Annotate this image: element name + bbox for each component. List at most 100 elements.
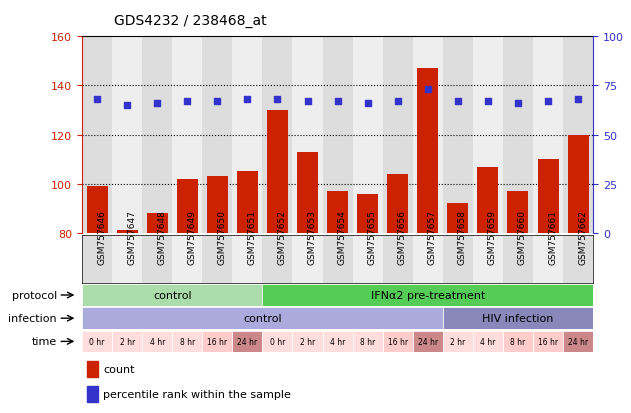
Point xyxy=(152,100,162,107)
Bar xyxy=(87,386,98,402)
Bar xyxy=(533,37,563,233)
Bar xyxy=(382,235,413,283)
Bar xyxy=(322,331,353,352)
Bar xyxy=(112,331,142,352)
Bar xyxy=(503,37,533,233)
Text: 8 hr: 8 hr xyxy=(510,337,526,346)
Text: GSM757648: GSM757648 xyxy=(157,209,166,264)
Bar xyxy=(142,235,172,283)
Bar xyxy=(357,194,378,233)
Bar xyxy=(232,235,262,283)
Bar xyxy=(568,135,589,233)
Point xyxy=(302,99,312,105)
Point xyxy=(363,100,373,107)
Bar xyxy=(117,231,138,233)
Point xyxy=(513,100,523,107)
Bar xyxy=(203,331,232,352)
Text: 4 hr: 4 hr xyxy=(150,337,165,346)
Text: GDS4232 / 238468_at: GDS4232 / 238468_at xyxy=(114,14,266,28)
Text: infection: infection xyxy=(8,313,57,323)
Bar xyxy=(262,37,293,233)
Bar xyxy=(172,37,203,233)
Text: 0 hr: 0 hr xyxy=(90,337,105,346)
Bar xyxy=(82,235,112,283)
Text: GSM757662: GSM757662 xyxy=(578,209,587,264)
Bar xyxy=(146,214,168,233)
Point xyxy=(573,97,583,103)
Text: 16 hr: 16 hr xyxy=(387,337,408,346)
Bar xyxy=(533,331,563,352)
Bar xyxy=(503,331,533,352)
Bar xyxy=(112,37,142,233)
Bar xyxy=(478,167,498,233)
Point xyxy=(483,99,493,105)
Bar xyxy=(538,160,558,233)
Bar xyxy=(112,235,142,283)
Point xyxy=(273,97,283,103)
Bar xyxy=(443,308,593,329)
Text: 2 hr: 2 hr xyxy=(451,337,466,346)
Bar xyxy=(417,69,439,233)
Bar xyxy=(563,235,593,283)
Bar xyxy=(82,37,112,233)
Text: GSM757661: GSM757661 xyxy=(548,209,557,264)
Bar xyxy=(382,331,413,352)
Bar xyxy=(473,37,503,233)
Bar xyxy=(327,192,348,233)
Bar xyxy=(322,235,353,283)
Text: GSM757658: GSM757658 xyxy=(458,209,467,264)
Point xyxy=(212,99,222,105)
Bar xyxy=(507,192,529,233)
Point xyxy=(122,102,132,109)
Bar xyxy=(443,331,473,352)
Bar xyxy=(262,331,293,352)
Text: 16 hr: 16 hr xyxy=(538,337,558,346)
Text: GSM757660: GSM757660 xyxy=(518,209,527,264)
Bar xyxy=(142,37,172,233)
Bar xyxy=(172,235,203,283)
Bar xyxy=(177,179,198,233)
Point xyxy=(182,99,192,105)
Text: control: control xyxy=(243,313,281,323)
Point xyxy=(392,99,403,105)
Bar xyxy=(443,37,473,233)
Bar xyxy=(353,37,382,233)
Bar xyxy=(203,235,232,283)
Text: HIV infection: HIV infection xyxy=(482,313,553,323)
Bar xyxy=(533,235,563,283)
Bar xyxy=(563,37,593,233)
Bar xyxy=(237,172,258,233)
Text: count: count xyxy=(103,364,135,374)
Text: 0 hr: 0 hr xyxy=(270,337,285,346)
Text: 2 hr: 2 hr xyxy=(300,337,315,346)
Text: 24 hr: 24 hr xyxy=(418,337,438,346)
Bar xyxy=(267,111,288,233)
Bar xyxy=(413,235,443,283)
Text: IFNα2 pre-treatment: IFNα2 pre-treatment xyxy=(370,290,485,300)
Bar xyxy=(293,235,322,283)
Text: GSM757652: GSM757652 xyxy=(278,209,286,264)
Bar xyxy=(322,37,353,233)
Text: time: time xyxy=(32,337,57,347)
Bar xyxy=(473,235,503,283)
Bar xyxy=(353,331,382,352)
Bar xyxy=(87,361,98,377)
Bar xyxy=(473,331,503,352)
Bar xyxy=(232,37,262,233)
Bar xyxy=(297,152,318,233)
Bar xyxy=(447,204,468,233)
Bar xyxy=(443,235,473,283)
Bar xyxy=(353,235,382,283)
Text: GSM757653: GSM757653 xyxy=(307,209,317,264)
Bar xyxy=(82,308,443,329)
Bar xyxy=(382,37,413,233)
Bar xyxy=(413,331,443,352)
Point xyxy=(242,97,252,103)
Text: GSM757646: GSM757646 xyxy=(97,209,106,264)
Text: control: control xyxy=(153,290,192,300)
Bar xyxy=(293,37,322,233)
Text: GSM757655: GSM757655 xyxy=(368,209,377,264)
Bar xyxy=(503,235,533,283)
Bar xyxy=(563,331,593,352)
Point xyxy=(333,99,343,105)
